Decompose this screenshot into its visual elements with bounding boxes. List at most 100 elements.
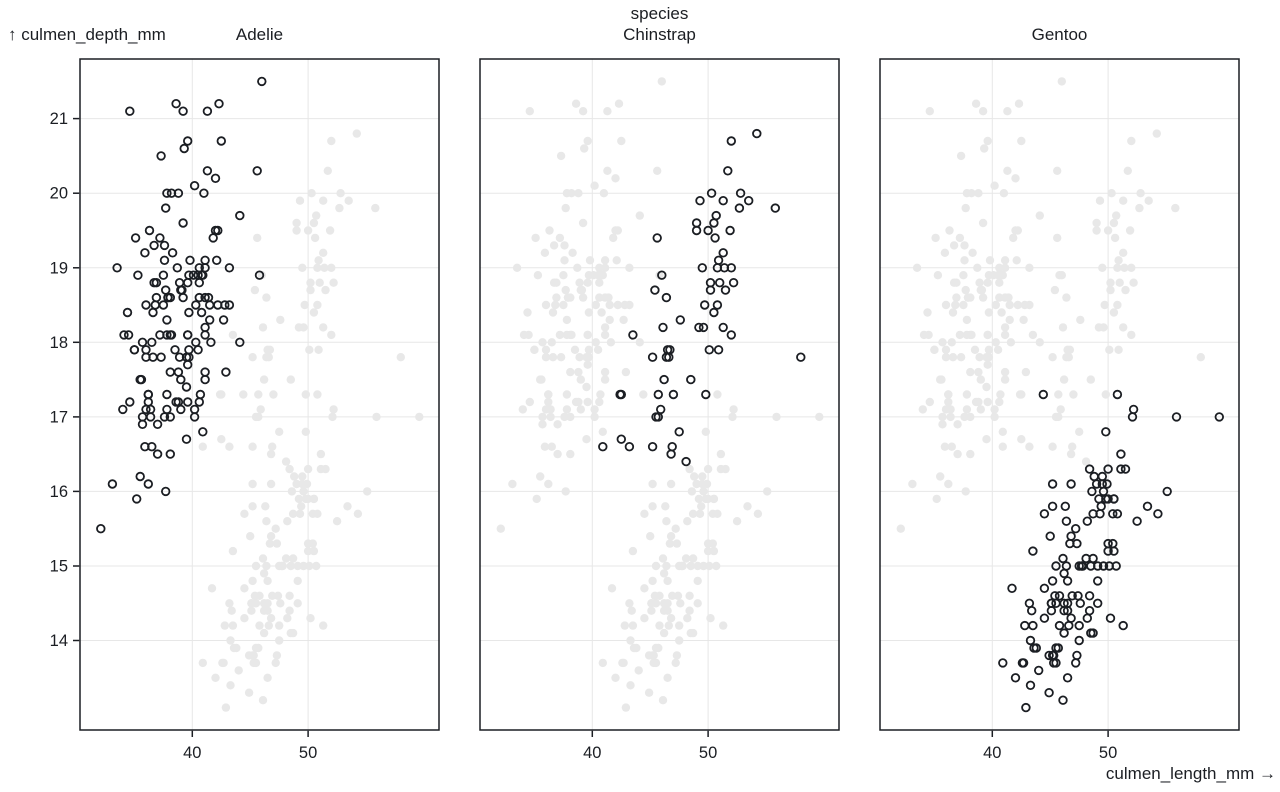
bg-point [936,472,945,481]
bg-point [288,554,298,563]
data-point [167,248,178,258]
bg-point [1068,442,1077,451]
data-point [666,449,676,459]
bg-point [597,308,606,317]
data-point [686,374,696,385]
data-point [200,292,210,303]
data-point [224,263,235,273]
bg-point [743,502,752,511]
data-point [165,367,175,377]
bg-point [713,390,722,399]
data-point [182,360,193,370]
bg-point [582,435,591,444]
data-point [1047,576,1058,586]
bg-point [945,226,954,235]
data-point [1070,658,1081,668]
data-point [184,270,194,280]
bg-point [973,263,982,272]
bg-point [665,539,675,548]
data-point [1118,620,1128,631]
bg-point [537,375,546,384]
bg-point [675,621,684,630]
bg-point [699,487,708,496]
data-point [1162,486,1172,497]
data-point [1074,561,1084,571]
bg-point [644,688,654,697]
bg-point [930,345,939,354]
data-point [674,427,684,437]
bg-point [1109,308,1119,317]
bg-point [952,278,961,287]
data-point [1047,650,1058,661]
data-point [1112,389,1123,400]
bg-point [908,479,917,489]
data-point [1064,620,1074,631]
data-point [179,143,189,154]
data-point [734,203,745,213]
bg-point [312,211,321,220]
bg-point [611,673,620,682]
bg-point [595,278,604,287]
data-point [770,203,780,213]
data-point [1153,509,1163,519]
bg-point [997,308,1006,317]
data-point [713,255,724,265]
bg-point [262,561,271,571]
bg-point [575,353,584,362]
data-point [156,352,166,362]
bg-point [293,599,302,608]
bg-point [571,99,581,108]
data-point [147,337,157,347]
bg-point [1017,435,1026,444]
data-point [194,397,204,407]
data-point [1087,486,1097,497]
bg-point [288,509,298,518]
bg-point [303,226,313,235]
data-point [1103,464,1113,474]
bg-point [232,643,241,653]
bg-point [530,345,539,354]
data-point [199,188,209,198]
bg-point [316,449,326,459]
bg-point [295,509,305,518]
bg-point [239,390,248,399]
bg-point [299,323,308,332]
bg-point [676,599,685,608]
data-point [141,300,151,310]
data-point [224,300,235,310]
bg-point [1050,285,1060,295]
bg-point [1103,226,1113,235]
x-tick-label: 50 [299,744,317,762]
bg-point [625,263,634,272]
bg-point [552,278,561,287]
x-tick-label: 40 [583,744,601,762]
bg-point [1000,375,1010,384]
data-point [1098,561,1109,571]
bg-point [603,166,612,175]
bg-point [590,181,599,190]
bg-point [984,271,994,280]
data-point [171,397,181,407]
bg-point [271,658,280,668]
bg-point [983,330,992,340]
bg-point [538,338,547,347]
bg-point [555,233,565,243]
bg-point [590,412,599,422]
bg-point [955,233,965,243]
facet-chinstrap: 40 50 [479,58,840,762]
bg-point [960,241,969,250]
data-point [705,285,716,295]
data-point [735,188,746,198]
data-point [1061,561,1072,571]
bg-point [297,502,306,511]
data-point [1073,591,1083,601]
data-point [668,389,679,400]
data-point [202,106,213,116]
data-point [1101,494,1111,504]
facet-frame [479,58,840,731]
bg-point [327,136,336,146]
bg-point [244,688,254,697]
bg-point [671,524,680,533]
data-point [156,151,166,161]
data-point [162,188,172,198]
